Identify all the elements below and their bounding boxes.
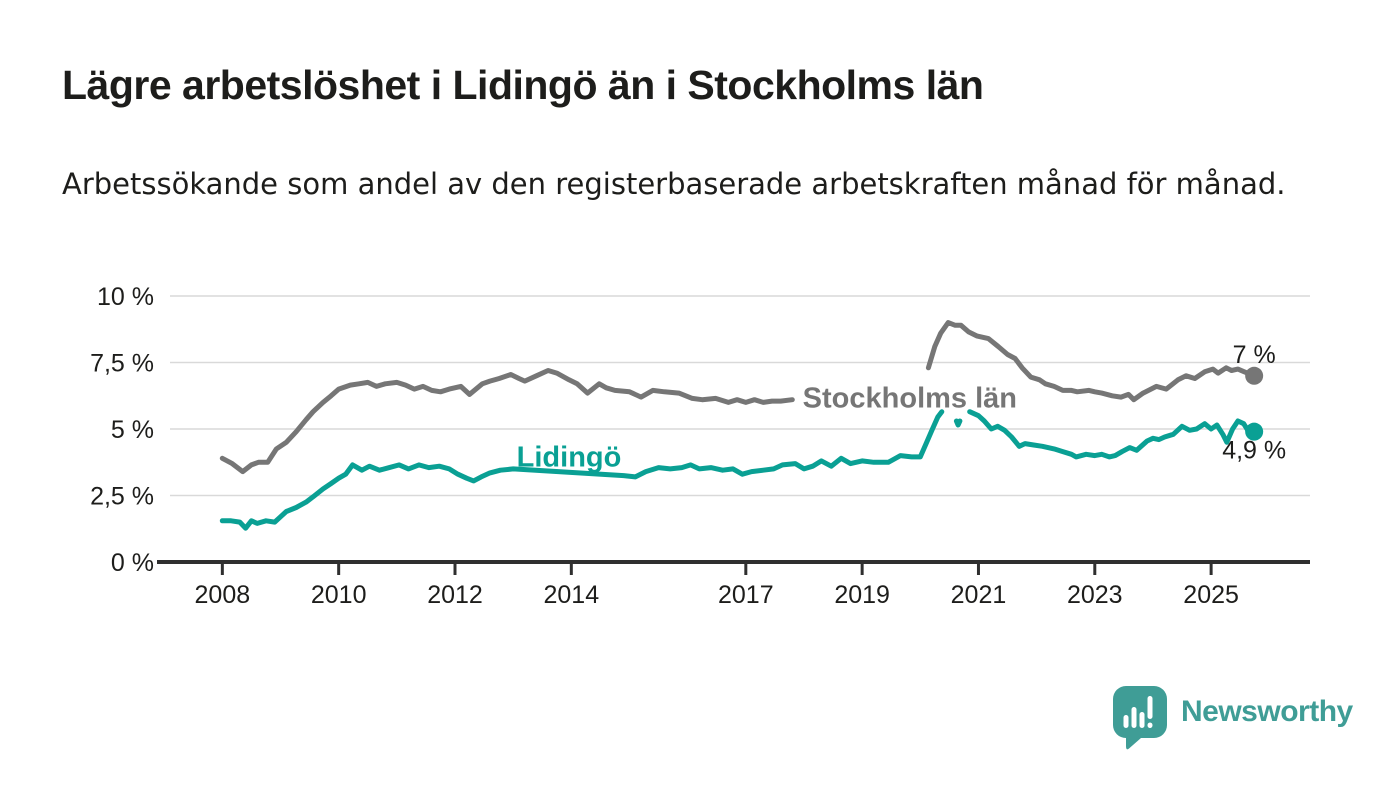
- x-axis-label: 2010: [311, 581, 367, 609]
- series-label-stockholms-lan: Stockholms län: [803, 382, 1017, 414]
- x-axis-label: 2023: [1067, 581, 1123, 609]
- x-axis-label: 2019: [834, 581, 890, 609]
- y-axis-label: 10 %: [97, 283, 154, 311]
- x-axis-label: 2025: [1183, 581, 1239, 609]
- bar-chart-glyph: [1123, 696, 1153, 728]
- x-axis-label: 2014: [544, 581, 600, 609]
- x-axis-label: 2021: [951, 581, 1007, 609]
- x-axis-label: 2008: [195, 581, 251, 609]
- page-subtitle: Arbetssökande som andel av den registerb…: [62, 167, 1286, 201]
- end-value-label-lidingo: 4,9 %: [1222, 437, 1286, 465]
- page-title: Lägre arbetslöshet i Lidingö än i Stockh…: [62, 62, 984, 108]
- x-axis-label: 2012: [427, 581, 483, 609]
- y-axis-label: 5 %: [111, 416, 154, 444]
- end-dot-lidingo: [1245, 422, 1264, 441]
- y-axis-label: 0 %: [111, 549, 154, 577]
- newsworthy-wordmark: Newsworthy: [1181, 695, 1353, 728]
- end-dot-stockholms-lan: [1245, 366, 1264, 385]
- end-value-label-stockholms-lan: 7 %: [1233, 341, 1276, 369]
- x-axis-label: 2017: [718, 581, 774, 609]
- newsworthy-brand: Newsworthy: [1113, 686, 1353, 751]
- series-line-lidingo: [219, 409, 1257, 531]
- series-line-stockholms-lan: [219, 320, 1257, 475]
- series-label-lidingo: Lidingö: [517, 441, 622, 473]
- y-axis-label: 7,5 %: [90, 350, 154, 378]
- y-axis-label: 2,5 %: [90, 483, 154, 511]
- newsworthy-logo-icon: [1113, 686, 1167, 750]
